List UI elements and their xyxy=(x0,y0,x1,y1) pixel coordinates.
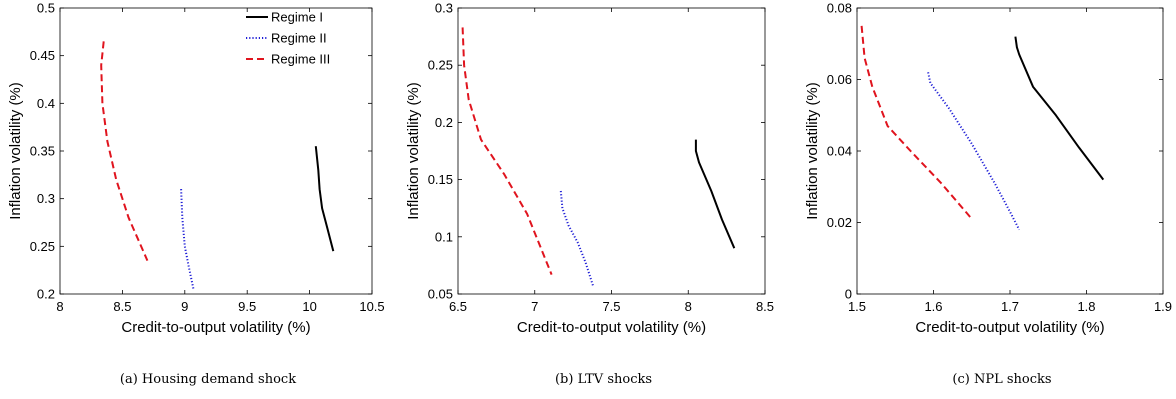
x-tick-label: 9 xyxy=(181,299,188,314)
x-tick-label: 1.8 xyxy=(1077,299,1095,314)
series-line-regime-ii xyxy=(559,190,595,287)
chart-panel-2: 6.5 7 7.5 8 8.5 0.05 0.1 0.15 0.2 0.25 0.3 Credit-t… xyxy=(405,1,774,388)
x-tick-label: 7.5 xyxy=(602,299,620,314)
y-tick-label: 0.2 xyxy=(37,287,55,302)
panel-caption: (c) NPL shocks xyxy=(952,372,1051,387)
y-axis-label: Inflation volatility (%) xyxy=(405,82,422,220)
y-axis-label: Inflation volatility (%) xyxy=(804,82,821,220)
x-tick-label: 1.6 xyxy=(924,299,942,314)
y-tick-label: 0.35 xyxy=(30,144,55,159)
y-tick-label: 0 xyxy=(845,287,852,302)
x-tick-label: 8 xyxy=(685,299,692,314)
legend-label: Regime III xyxy=(271,52,330,67)
chart-panel-1: 8 8.5 9 9.5 10 10.5 0.2 0.25 0.3 0.35 0.4 0.45 0.5 Cr… xyxy=(7,1,385,388)
legend-label: Regime I xyxy=(271,10,323,25)
plot-frame xyxy=(856,7,1164,295)
x-tick-label: 7 xyxy=(531,299,538,314)
x-tick-label: 9.5 xyxy=(238,299,256,314)
y-tick-label: 0.25 xyxy=(428,58,453,73)
panel-caption: (a) Housing demand shock xyxy=(120,372,296,387)
series-line-regime-iii xyxy=(860,25,973,220)
y-tick-label: 0.2 xyxy=(435,115,453,130)
y-tick-label: 0.06 xyxy=(827,72,852,87)
plot-frame xyxy=(457,7,766,295)
panel-caption: (b) LTV shocks xyxy=(555,372,652,387)
y-tick-label: 0.04 xyxy=(827,144,852,159)
y-tick-label: 0.25 xyxy=(30,239,55,254)
y-tick-label: 0.05 xyxy=(428,287,453,302)
x-tick-label: 1.5 xyxy=(848,299,866,314)
series-line-regime-i xyxy=(314,146,335,252)
y-tick-label: 0.3 xyxy=(435,1,453,16)
y-tick-label: 0.5 xyxy=(37,1,55,16)
y-tick-label: 0.3 xyxy=(37,191,55,206)
x-tick-label: 1.7 xyxy=(1001,299,1019,314)
series-line-regime-iii xyxy=(461,27,553,275)
series-line-regime-i xyxy=(694,139,736,249)
plot-frame xyxy=(59,7,373,295)
x-tick-label: 8 xyxy=(56,299,63,314)
x-tick-label: 10.5 xyxy=(359,299,384,314)
x-tick-label: 8.5 xyxy=(113,299,131,314)
y-tick-label: 0.45 xyxy=(30,48,55,63)
x-tick-label: 10 xyxy=(302,299,316,314)
y-tick-label: 0.15 xyxy=(428,172,453,187)
x-axis-label: Credit-to-output volatility (%) xyxy=(915,319,1104,336)
x-axis-label: Credit-to-output volatility (%) xyxy=(517,319,706,336)
x-axis-label: Credit-to-output volatility (%) xyxy=(121,319,310,336)
x-tick-label: 1.9 xyxy=(1154,299,1172,314)
y-tick-label: 0.1 xyxy=(435,229,453,244)
legend-label: Regime II xyxy=(271,31,327,46)
chart-panel-3: 1.5 1.6 1.7 1.8 1.9 0 0.02 0.04 0.06 0.08 Credit-t… xyxy=(804,1,1172,388)
series-line-regime-iii xyxy=(100,41,149,262)
x-tick-label: 6.5 xyxy=(449,299,467,314)
y-axis-label: Inflation volatility (%) xyxy=(7,82,24,220)
y-tick-label: 0.08 xyxy=(827,1,852,16)
y-tick-label: 0.02 xyxy=(827,215,852,230)
y-tick-label: 0.4 xyxy=(37,96,55,111)
legend: Regime I Regime II Regime III xyxy=(246,10,330,67)
x-tick-label: 8.5 xyxy=(756,299,774,314)
series-line-regime-i xyxy=(1014,36,1105,181)
